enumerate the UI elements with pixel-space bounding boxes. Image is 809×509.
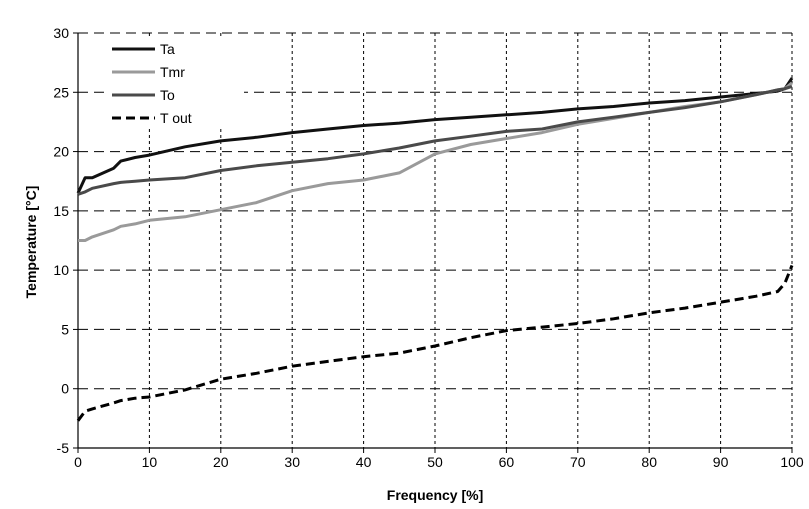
- legend-label-ta: Ta: [160, 41, 175, 57]
- y-tick-label: -5: [57, 440, 70, 456]
- legend: Ta Tmr To T out: [104, 38, 244, 128]
- x-tick-label: 20: [213, 454, 229, 470]
- axes: [73, 32, 793, 453]
- y-axis-title: Temperature [°C]: [23, 186, 39, 299]
- legend-background: [104, 38, 244, 128]
- x-tick-labels: 0 10 20 30 40 50 60 70 80 90 100: [74, 454, 804, 470]
- y-tick-labels: -5 0 5 10 15 20 25 30: [53, 25, 69, 456]
- y-tick-label: 10: [53, 262, 69, 278]
- x-tick-label: 50: [427, 454, 443, 470]
- y-tick-label: 30: [53, 25, 69, 41]
- x-tick-label: 10: [142, 454, 158, 470]
- y-tick-label: 25: [53, 84, 69, 100]
- x-tick-label: 80: [641, 454, 657, 470]
- series-line-ta: [76, 77, 794, 194]
- x-tick-label: 0: [74, 454, 82, 470]
- y-tick-label: 0: [61, 381, 69, 397]
- series-line-t-out: [76, 264, 794, 422]
- x-tick-label: 30: [284, 454, 300, 470]
- x-tick-label: 40: [356, 454, 372, 470]
- series-line-to: [77, 84, 793, 196]
- y-tick-label: 15: [53, 203, 69, 219]
- x-tick-label: 100: [780, 454, 804, 470]
- x-tick-label: 60: [499, 454, 515, 470]
- x-tick-label: 70: [570, 454, 586, 470]
- y-tick-label: 5: [61, 321, 69, 337]
- legend-label-to: To: [160, 87, 175, 103]
- y-tick-label: 20: [53, 144, 69, 160]
- x-tick-label: 90: [713, 454, 729, 470]
- series-layer: [76, 77, 794, 422]
- x-axis-title: Frequency [%]: [387, 487, 483, 503]
- legend-label-tmr: Tmr: [160, 64, 185, 80]
- legend-label-t-out: T out: [160, 110, 192, 126]
